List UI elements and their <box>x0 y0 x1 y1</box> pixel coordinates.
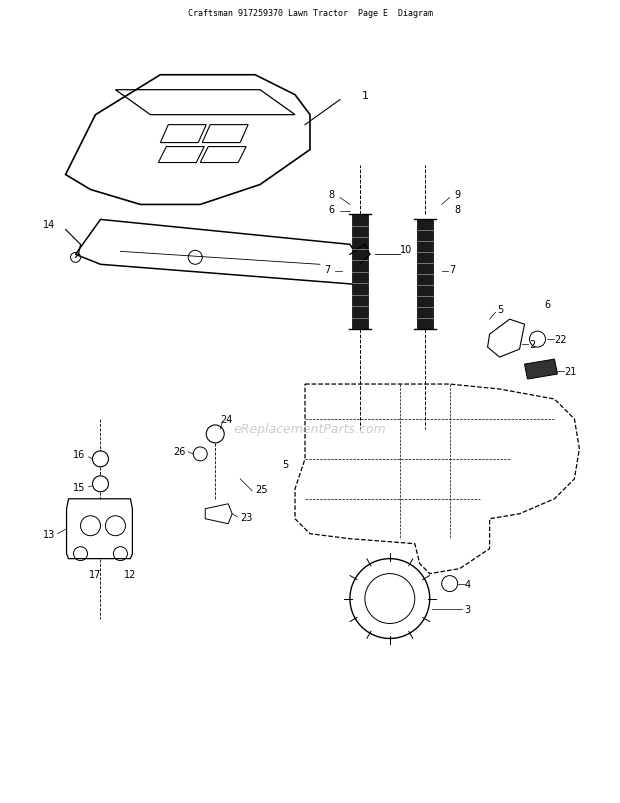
Text: 10: 10 <box>400 245 412 255</box>
Text: 12: 12 <box>124 569 136 579</box>
Text: 21: 21 <box>564 367 577 377</box>
Text: 16: 16 <box>73 450 86 459</box>
Polygon shape <box>525 360 557 380</box>
Text: 26: 26 <box>173 446 185 456</box>
Text: 15: 15 <box>73 483 86 492</box>
Text: 13: 13 <box>43 529 56 539</box>
Text: 6: 6 <box>329 206 335 215</box>
Text: 22: 22 <box>554 335 567 344</box>
Text: 1: 1 <box>361 91 368 100</box>
Text: 7: 7 <box>324 265 330 275</box>
Text: 5: 5 <box>282 459 288 469</box>
Text: 6: 6 <box>544 300 551 310</box>
Text: 14: 14 <box>43 220 56 230</box>
Text: 3: 3 <box>464 604 471 613</box>
Text: 23: 23 <box>240 512 252 522</box>
Text: 24: 24 <box>220 414 232 425</box>
Text: 9: 9 <box>454 190 461 200</box>
Text: 5: 5 <box>498 305 504 315</box>
Text: 8: 8 <box>454 206 461 215</box>
Text: 17: 17 <box>89 569 102 579</box>
Text: 4: 4 <box>464 579 471 589</box>
Text: 7: 7 <box>450 265 456 275</box>
Text: Craftsman 917259370 Lawn Tractor  Page E  Diagram: Craftsman 917259370 Lawn Tractor Page E … <box>187 9 433 18</box>
Bar <box>417 220 433 330</box>
Text: 2: 2 <box>529 340 536 349</box>
Text: 8: 8 <box>329 190 335 200</box>
Text: 25: 25 <box>255 484 268 494</box>
Text: eReplacementParts.com: eReplacementParts.com <box>234 423 386 436</box>
Bar <box>352 215 368 330</box>
